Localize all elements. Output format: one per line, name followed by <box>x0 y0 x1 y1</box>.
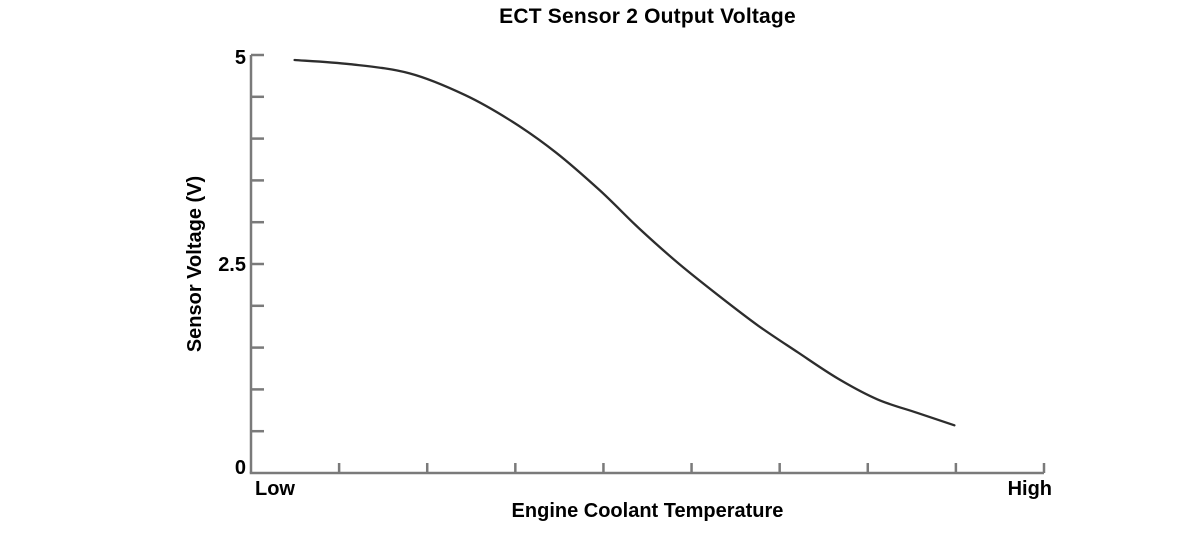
y-tick-label-0: 0 <box>234 457 246 479</box>
chart-title: ECT Sensor 2 Output Voltage <box>499 5 796 28</box>
x-axis-high-label: High <box>1007 478 1052 500</box>
y-tick-label-5: 5 <box>234 47 246 69</box>
y-tick-label-2-5: 2.5 <box>218 254 246 276</box>
voltage-curve <box>293 58 956 427</box>
x-axis-title: Engine Coolant Temperature <box>511 500 784 522</box>
x-axis-low-label: Low <box>255 478 295 500</box>
